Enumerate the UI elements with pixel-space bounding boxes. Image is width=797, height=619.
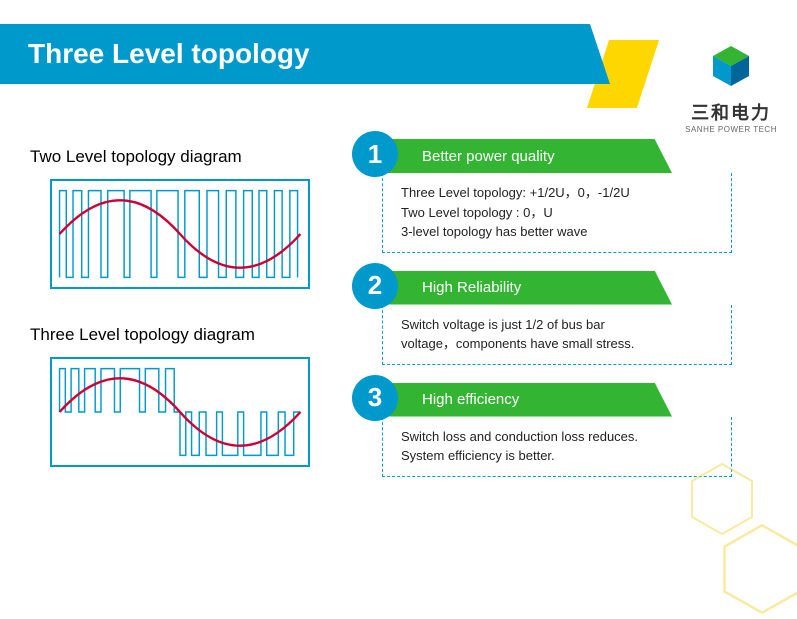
features-column: 1 Better power quality Three Level topol… [360, 139, 767, 495]
feature-title: High Reliability [382, 271, 672, 305]
two-level-title: Two Level topology diagram [30, 147, 340, 167]
feature-line: Switch voltage is just 1/2 of bus bar [401, 315, 719, 335]
feature-title: High efficiency [382, 383, 672, 417]
page-title: Three Level topology [28, 38, 310, 70]
diagrams-column: Two Level topology diagram Three Level t… [30, 139, 340, 495]
header: Three Level topology 三和电力 SANHE POWER TE… [0, 24, 797, 119]
logo-cube-icon [707, 42, 755, 90]
logo-subtitle: SANHE POWER TECH [685, 125, 777, 134]
three-level-title: Three Level topology diagram [30, 325, 340, 345]
logo: 三和电力 SANHE POWER TECH [685, 42, 777, 134]
three-level-diagram [50, 357, 310, 467]
two-level-diagram [50, 179, 310, 289]
logo-text: 三和电力 [685, 99, 777, 125]
feature-line: System efficiency is better. [401, 446, 719, 466]
feature-line: Switch loss and conduction loss reduces. [401, 427, 719, 447]
feature-body: Switch voltage is just 1/2 of bus bar vo… [382, 305, 732, 365]
feature-line: Three Level topology: +1/2U，0，-1/2U [401, 183, 719, 203]
feature-title: Better power quality [382, 139, 672, 173]
feature-number: 1 [352, 131, 398, 177]
feature-1: 1 Better power quality Three Level topol… [360, 139, 767, 253]
feature-body: Switch loss and conduction loss reduces.… [382, 417, 732, 477]
feature-line: voltage，components have small stress. [401, 334, 719, 354]
two-level-wave-icon [52, 181, 308, 287]
title-bar: Three Level topology [0, 24, 590, 84]
feature-line: Two Level topology : 0，U [401, 203, 719, 223]
feature-body: Three Level topology: +1/2U，0，-1/2U Two … [382, 173, 732, 253]
feature-line: 3-level topology has better wave [401, 222, 719, 242]
feature-2: 2 High Reliability Switch voltage is jus… [360, 271, 767, 365]
bg-hexagon-icon [717, 519, 797, 619]
content: Two Level topology diagram Three Level t… [0, 119, 797, 495]
feature-number: 3 [352, 375, 398, 421]
feature-number: 2 [352, 263, 398, 309]
three-level-wave-icon [52, 359, 308, 465]
